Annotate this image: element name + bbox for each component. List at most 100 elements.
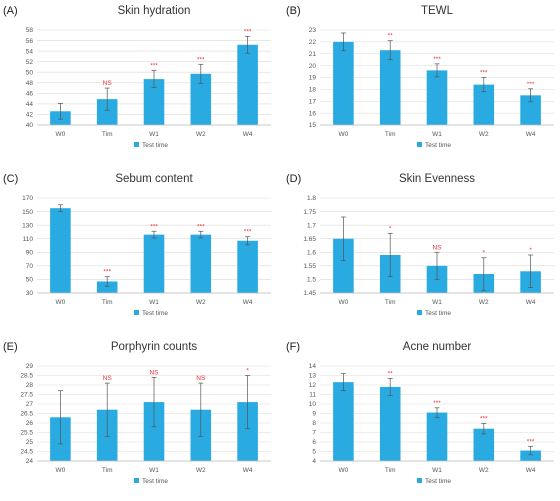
significance-label: *** bbox=[433, 56, 441, 63]
bar bbox=[426, 70, 448, 125]
significance-label: *** bbox=[480, 70, 488, 77]
y-tick-label: 26 bbox=[26, 420, 34, 427]
bar bbox=[143, 402, 165, 461]
y-tick-label: 17 bbox=[309, 98, 317, 105]
bar bbox=[50, 208, 71, 293]
bar bbox=[379, 386, 401, 461]
panel-letter: (C) bbox=[3, 173, 18, 185]
bar bbox=[190, 234, 212, 293]
chart-panel-3: (C) Sebum content 30 50 70 90 110 130 150 170 W0 **… bbox=[3, 173, 271, 317]
y-tick-label: 22 bbox=[309, 39, 317, 46]
x-tick-label: W4 bbox=[243, 131, 253, 138]
panel-title: Sebum content bbox=[115, 173, 193, 185]
legend-swatch bbox=[417, 310, 422, 315]
y-tick-label: 4 bbox=[312, 458, 316, 465]
y-tick-label: 1.55 bbox=[303, 263, 316, 270]
panel-letter: (F) bbox=[286, 341, 300, 353]
legend-label: Test time bbox=[142, 142, 168, 149]
panel-title: Skin hydration bbox=[118, 5, 191, 17]
legend-label: Test time bbox=[425, 478, 451, 485]
bar bbox=[96, 99, 118, 125]
chart-panel-2: (B) TEWL 15 16 17 18 19 20 21 22 23 W0 ** Tim *** W1 ***… bbox=[286, 5, 554, 149]
x-tick-label: W0 bbox=[339, 467, 349, 474]
bar bbox=[96, 281, 118, 293]
y-tick-label: 8 bbox=[312, 420, 316, 427]
x-tick-label: W2 bbox=[196, 467, 206, 474]
y-tick-label: 1.45 bbox=[303, 290, 316, 297]
legend-swatch bbox=[134, 142, 139, 147]
bar bbox=[237, 44, 258, 125]
panel-letter: (B) bbox=[286, 5, 301, 17]
x-tick-label: W0 bbox=[56, 299, 66, 306]
y-tick-label: 40 bbox=[26, 122, 34, 129]
panel-letter: (E) bbox=[3, 341, 18, 353]
bar bbox=[379, 50, 401, 125]
x-tick-label: Tim bbox=[385, 467, 396, 474]
significance-label: *** bbox=[527, 438, 535, 445]
x-tick-label: W4 bbox=[243, 299, 253, 306]
y-tick-label: 10 bbox=[309, 401, 317, 408]
legend-swatch bbox=[134, 310, 139, 315]
y-tick-label: 5 bbox=[312, 449, 316, 456]
x-tick-label: W1 bbox=[432, 467, 442, 474]
x-tick-label: W2 bbox=[479, 131, 489, 138]
bar bbox=[473, 428, 495, 461]
significance-label: * bbox=[246, 368, 249, 375]
y-tick-label: 11 bbox=[309, 392, 316, 399]
significance-label: *** bbox=[433, 400, 441, 407]
significance-label: ** bbox=[388, 370, 394, 377]
significance-label: NS bbox=[103, 80, 113, 87]
significance-label: *** bbox=[197, 56, 205, 63]
y-tick-label: 90 bbox=[26, 249, 34, 256]
significance-label: * bbox=[529, 247, 532, 254]
y-tick-label: 1.75 bbox=[303, 209, 316, 216]
legend-swatch bbox=[134, 478, 139, 483]
legend-label: Test time bbox=[425, 142, 451, 149]
y-tick-label: 15 bbox=[309, 122, 317, 129]
y-tick-label: 1.5 bbox=[307, 277, 316, 284]
y-tick-label: 130 bbox=[22, 222, 33, 229]
bar bbox=[333, 238, 354, 293]
y-tick-label: 1.65 bbox=[303, 236, 316, 243]
chart-panel-4: (D) Skin Evenness 1.45 1.5 1.55 1.6 1.65 1.7 1.7… bbox=[286, 173, 554, 317]
x-tick-label: W4 bbox=[526, 467, 536, 474]
x-tick-label: Tim bbox=[102, 131, 113, 138]
y-tick-label: 18 bbox=[309, 87, 317, 94]
y-tick-label: 1.6 bbox=[307, 249, 316, 256]
x-tick-label: W1 bbox=[149, 467, 159, 474]
x-tick-label: Tim bbox=[385, 131, 396, 138]
significance-label: NS bbox=[103, 375, 113, 382]
x-tick-label: Tim bbox=[102, 299, 113, 306]
y-tick-label: 58 bbox=[26, 27, 34, 34]
y-tick-label: 19 bbox=[309, 75, 317, 82]
y-tick-label: 52 bbox=[26, 59, 34, 66]
y-tick-label: 170 bbox=[22, 195, 33, 202]
x-tick-label: W0 bbox=[56, 131, 66, 138]
chart-panel-6: (F) Acne number 4 5 6 7 8 9 10 11 12 13 14 W0 ** Tim ***… bbox=[286, 341, 554, 485]
x-tick-label: W4 bbox=[526, 299, 536, 306]
x-tick-label: W4 bbox=[526, 131, 536, 138]
y-tick-label: 23 bbox=[309, 27, 317, 34]
y-tick-label: 30 bbox=[26, 290, 34, 297]
y-tick-label: 70 bbox=[26, 263, 34, 270]
significance-label: NS bbox=[432, 244, 442, 251]
y-tick-label: 54 bbox=[26, 48, 34, 55]
y-tick-label: 1.7 bbox=[307, 222, 316, 229]
x-tick-label: W0 bbox=[339, 299, 349, 306]
y-tick-label: 1.8 bbox=[307, 195, 316, 202]
y-tick-label: 44 bbox=[26, 101, 34, 108]
y-tick-label: 27 bbox=[26, 401, 34, 408]
bar bbox=[333, 41, 354, 125]
y-tick-label: 56 bbox=[26, 38, 34, 45]
significance-label: NS bbox=[196, 375, 206, 382]
significance-label: *** bbox=[244, 229, 252, 236]
panel-title: Porphyrin counts bbox=[111, 341, 198, 353]
legend-swatch bbox=[417, 142, 422, 147]
y-tick-label: 20 bbox=[309, 63, 317, 70]
bar bbox=[237, 240, 258, 293]
significance-label: * bbox=[389, 225, 392, 232]
significance-label: *** bbox=[150, 63, 158, 70]
y-tick-label: 25 bbox=[26, 439, 34, 446]
x-tick-label: W2 bbox=[479, 467, 489, 474]
